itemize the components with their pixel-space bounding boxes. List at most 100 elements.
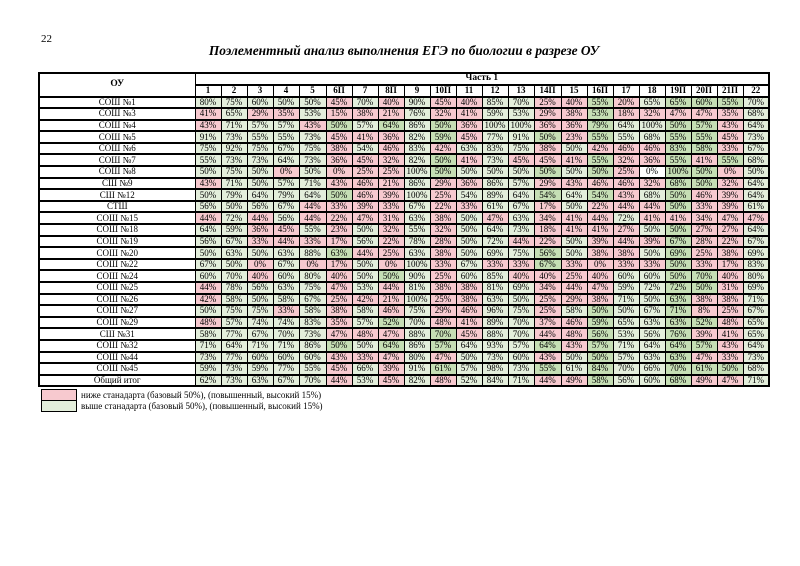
row-label-cell: Общий итог [38, 373, 196, 388]
value-cell: 29% [429, 176, 457, 191]
value-cell: 80% [298, 269, 327, 283]
value-cell: 25% [533, 304, 562, 318]
value-cell: 84% [586, 362, 614, 376]
value-cell: 82% [403, 373, 431, 388]
value-cell: 45% [507, 153, 535, 168]
value-cell: 55% [298, 223, 327, 237]
value-cell: 91% [194, 130, 222, 144]
value-cell: 50% [246, 246, 274, 260]
row-label-cell: СОШ №32 [38, 339, 196, 353]
value-cell: 28% [429, 234, 457, 249]
table-row: СОШ №20 50% 63% 50% 63% 88% 63% 44% 25% 63% 38% 50%… [38, 246, 770, 260]
value-cell: 75% [403, 304, 431, 318]
value-cell: 80% [194, 95, 222, 110]
value-cell: 64% [612, 118, 640, 133]
table-row: СШ №31 58% 77% 67% 70% 73% 47% 48% 47% 88% 70% 45% 8… [38, 327, 770, 341]
value-cell: 46% [638, 141, 666, 156]
value-cell: 65% [742, 315, 770, 330]
legend-label: ниже станадарта (базовый 50%), (повышенн… [81, 389, 322, 400]
value-cell: 45% [325, 95, 353, 110]
value-cell: 57% [272, 176, 300, 191]
value-cell: 50% [220, 199, 248, 214]
value-cell: 59% [246, 362, 274, 376]
value-cell: 57% [690, 339, 718, 353]
value-cell: 35% [716, 107, 744, 121]
column-header-cell: 11 [455, 83, 483, 98]
value-cell: 55% [586, 153, 614, 168]
header-row-columns: 1 2 3 4 5 6П 7 8П 9 10П 11 12 13 14П 15 16П 17 18 19П 20П 21… [39, 83, 770, 98]
value-cell: 69% [664, 246, 692, 260]
value-cell: 25% [560, 269, 588, 283]
value-cell: 0% [638, 165, 666, 179]
value-cell: 47% [716, 373, 744, 388]
column-header-cell: 20П [690, 83, 718, 98]
value-cell: 92% [220, 141, 248, 156]
value-cell: 25% [429, 188, 457, 202]
value-cell: 100% [638, 118, 666, 133]
row-label-cell: СОШ №7 [38, 153, 196, 168]
value-cell: 50% [664, 269, 692, 283]
value-cell: 89% [481, 315, 509, 330]
value-cell: 67% [455, 257, 483, 272]
value-cell: 40% [507, 269, 535, 283]
value-cell: 69% [507, 281, 535, 295]
value-cell: 25% [351, 165, 379, 179]
value-cell: 38% [533, 141, 562, 156]
column-header-cell: 12 [481, 83, 509, 98]
value-cell: 47% [664, 107, 692, 121]
value-cell: 64% [638, 339, 666, 353]
value-cell: 45% [455, 130, 483, 144]
value-cell: 50% [220, 257, 248, 272]
value-cell: 73% [194, 350, 222, 365]
column-header-cell: 22 [742, 83, 770, 98]
value-cell: 57% [507, 339, 535, 353]
value-cell: 35% [272, 107, 300, 121]
value-cell: 63% [638, 315, 666, 330]
value-cell: 33% [612, 257, 640, 272]
table-row: СОШ №22 67% 50% 0% 67% 0% 17% 50% 0% 100% 33% 67% 33… [38, 257, 770, 272]
value-cell: 65% [220, 107, 248, 121]
value-cell: 57% [246, 118, 274, 133]
value-cell: 23% [325, 223, 353, 237]
value-cell: 100% [403, 165, 431, 179]
value-cell: 39% [377, 188, 405, 202]
value-cell: 32% [638, 176, 666, 191]
value-cell: 57% [220, 315, 248, 330]
value-cell: 98% [481, 362, 509, 376]
value-cell: 71% [742, 292, 770, 307]
value-cell: 22% [377, 234, 405, 249]
value-cell: 44% [272, 234, 300, 249]
value-cell: 63% [272, 281, 300, 295]
value-cell: 44% [246, 211, 274, 225]
value-cell: 60% [507, 350, 535, 365]
value-cell: 17% [325, 257, 353, 272]
value-cell: 64% [220, 339, 248, 353]
value-cell: 41% [455, 153, 483, 168]
value-cell: 25% [690, 246, 718, 260]
value-cell: 54% [351, 141, 379, 156]
value-cell: 47% [690, 107, 718, 121]
value-cell: 77% [220, 327, 248, 341]
value-cell: 72% [220, 211, 248, 225]
value-cell: 32% [429, 223, 457, 237]
value-cell: 53% [612, 327, 640, 341]
value-cell: 56% [638, 327, 666, 341]
value-cell: 42% [194, 292, 222, 307]
value-cell: 77% [220, 350, 248, 365]
row-label-cell: СШ №9 [38, 176, 196, 191]
row-label-cell: СОШ №6 [38, 141, 196, 156]
value-cell: 39% [377, 362, 405, 376]
table-row: СОШ №1 80% 75% 60% 50% 50% 45% 70% 40% 90% 45% 40% 8… [38, 95, 770, 110]
column-header-cell: 21П [716, 83, 744, 98]
value-cell: 38% [455, 292, 483, 307]
row-label-cell: СОШ №19 [38, 234, 196, 249]
value-cell: 15% [325, 107, 353, 121]
value-cell: 66% [351, 362, 379, 376]
value-cell: 46% [351, 188, 379, 202]
value-cell: 65% [612, 315, 640, 330]
value-cell: 25% [377, 165, 405, 179]
value-cell: 72% [612, 211, 640, 225]
value-cell: 64% [742, 188, 770, 202]
value-cell: 71% [664, 304, 692, 318]
value-cell: 73% [220, 153, 248, 168]
